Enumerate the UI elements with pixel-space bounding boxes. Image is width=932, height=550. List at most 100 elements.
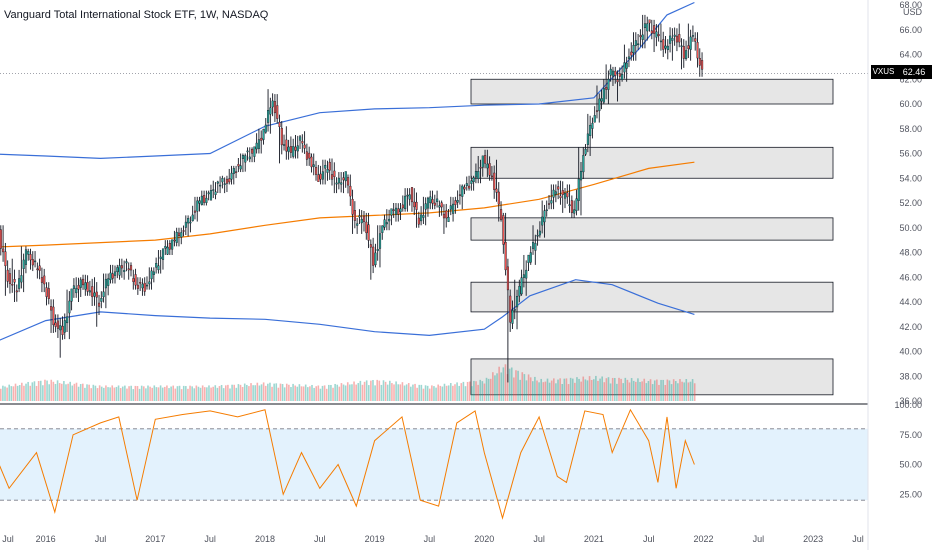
candle-body bbox=[278, 121, 281, 128]
candle-body bbox=[605, 87, 608, 90]
volume-bar bbox=[153, 385, 156, 401]
candle-body bbox=[308, 152, 311, 159]
volume-bar bbox=[338, 386, 341, 401]
candle-body bbox=[193, 210, 197, 213]
candle-body bbox=[598, 98, 601, 112]
candle-body bbox=[426, 197, 430, 209]
candle-body bbox=[102, 291, 105, 298]
volume-bar bbox=[155, 387, 158, 401]
candle-body bbox=[662, 39, 665, 50]
candle-body bbox=[269, 107, 272, 115]
volume-bar bbox=[693, 383, 696, 401]
candle-body bbox=[294, 146, 297, 151]
candle-body bbox=[607, 79, 610, 90]
candle-body bbox=[573, 209, 576, 214]
candle-body bbox=[659, 40, 663, 43]
volume-bar bbox=[222, 388, 225, 401]
candle-body bbox=[326, 169, 329, 173]
volume-bar bbox=[597, 380, 599, 401]
candle-body bbox=[689, 36, 692, 50]
volume-bar bbox=[142, 386, 145, 401]
volume-bar bbox=[220, 384, 223, 401]
candle-body bbox=[216, 181, 219, 184]
volume-bar bbox=[115, 386, 118, 401]
time-tick-label: 2020 bbox=[474, 534, 494, 544]
candle-body bbox=[235, 171, 238, 173]
volume-bar bbox=[262, 382, 265, 401]
candle-body bbox=[408, 194, 411, 200]
candle-body bbox=[458, 194, 462, 196]
candle-body bbox=[205, 197, 208, 203]
volume-bar bbox=[464, 386, 467, 401]
candle-body bbox=[353, 210, 356, 221]
candle-body bbox=[614, 70, 617, 76]
volume-bar bbox=[395, 381, 397, 401]
volume-bar bbox=[281, 384, 284, 401]
volume-bar bbox=[42, 385, 44, 401]
volume-bar bbox=[580, 381, 582, 401]
time-tick-label: 2021 bbox=[584, 534, 604, 544]
candle-body bbox=[198, 200, 201, 204]
candle-body bbox=[212, 189, 215, 191]
candle-body bbox=[68, 300, 71, 314]
candle-body bbox=[182, 230, 185, 232]
time-tick-label: Jul bbox=[852, 534, 864, 544]
candle-body bbox=[143, 282, 146, 292]
candle-body bbox=[84, 282, 87, 290]
volume-bar bbox=[582, 376, 585, 401]
candle-body bbox=[474, 171, 478, 178]
candle-body bbox=[463, 186, 466, 190]
volume-bar bbox=[159, 385, 162, 401]
candle-body bbox=[219, 184, 222, 187]
volume-bar bbox=[12, 386, 15, 401]
volume-bar bbox=[382, 380, 385, 401]
volume-bar bbox=[452, 385, 454, 401]
volume-bar bbox=[54, 383, 57, 401]
candle-body bbox=[312, 164, 315, 167]
volume-bar bbox=[126, 388, 128, 401]
volume-bar bbox=[414, 383, 416, 401]
volume-bar bbox=[471, 386, 473, 401]
volume-bar bbox=[599, 378, 601, 401]
candle-body bbox=[669, 35, 672, 44]
candle-body bbox=[93, 292, 96, 297]
ticker-tag: VXUS bbox=[871, 65, 896, 79]
candle-body bbox=[134, 274, 137, 286]
candle-body bbox=[548, 203, 551, 205]
candle-body bbox=[630, 51, 633, 56]
candle-body bbox=[356, 223, 359, 226]
candle-body bbox=[383, 219, 386, 228]
volume-bar bbox=[496, 373, 498, 401]
candle-body bbox=[442, 213, 446, 219]
volume-bar bbox=[149, 386, 151, 401]
candle-body bbox=[50, 306, 53, 311]
candle-body bbox=[493, 172, 496, 190]
volume-bar bbox=[128, 386, 130, 401]
volume-bar bbox=[407, 383, 410, 401]
candle-body bbox=[152, 271, 155, 275]
volume-bar bbox=[355, 384, 357, 401]
candle-body bbox=[559, 195, 562, 199]
candle-body bbox=[390, 208, 393, 216]
volume-bar bbox=[86, 384, 88, 401]
volume-bar bbox=[73, 383, 76, 401]
candle-body bbox=[6, 269, 9, 282]
volume-bar bbox=[334, 383, 336, 401]
volume-bar bbox=[52, 381, 55, 401]
candle-body bbox=[251, 148, 254, 154]
volume-bar bbox=[433, 386, 435, 401]
volume-bar bbox=[195, 385, 198, 401]
zone-3 bbox=[470, 217, 834, 241]
volume-bar bbox=[124, 385, 126, 401]
volume-bar bbox=[311, 384, 313, 401]
volume-bar bbox=[298, 384, 301, 401]
volume-bar bbox=[578, 378, 580, 401]
candle-body bbox=[351, 198, 354, 215]
volume-bar bbox=[208, 385, 210, 401]
volume-bar bbox=[4, 386, 6, 401]
zone-5 bbox=[470, 358, 834, 396]
time-tick-label: Jul bbox=[314, 534, 326, 544]
volume-bar bbox=[527, 374, 530, 401]
candle-body bbox=[196, 200, 199, 212]
